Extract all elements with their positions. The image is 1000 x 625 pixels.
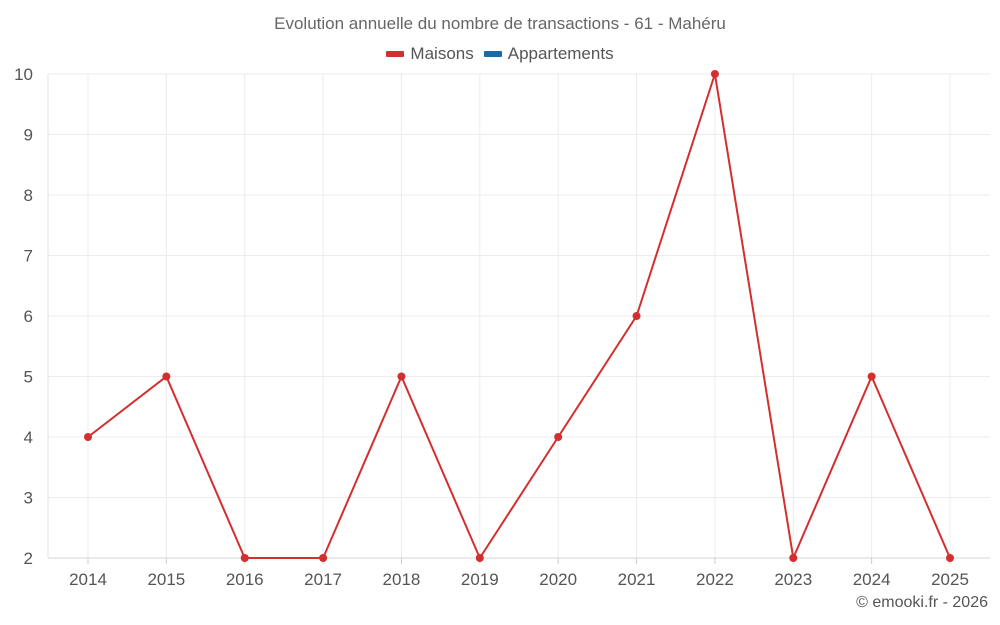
y-tick-label: 4 bbox=[24, 428, 33, 447]
y-tick-label: 8 bbox=[24, 186, 33, 205]
data-point-maisons[interactable] bbox=[554, 433, 563, 441]
x-tick-label: 2017 bbox=[304, 570, 342, 589]
y-tick-label: 9 bbox=[24, 126, 33, 145]
legend-swatch-maisons bbox=[386, 51, 405, 57]
y-tick-label: 10 bbox=[14, 65, 33, 84]
x-tick-label: 2019 bbox=[461, 570, 499, 589]
data-point-maisons[interactable] bbox=[710, 70, 719, 78]
data-point-maisons[interactable] bbox=[397, 372, 406, 381]
data-point-maisons[interactable] bbox=[632, 312, 641, 320]
legend-item-maisons[interactable]: Maisons bbox=[386, 44, 474, 64]
data-point-maisons[interactable] bbox=[475, 554, 484, 562]
x-tick-label: 2015 bbox=[147, 570, 185, 589]
legend: Maisons Appartements bbox=[0, 44, 1000, 64]
y-tick-label: 6 bbox=[24, 307, 33, 326]
data-point-maisons[interactable] bbox=[319, 554, 328, 562]
legend-label-appartements: Appartements bbox=[507, 44, 614, 63]
data-point-maisons[interactable] bbox=[162, 372, 171, 381]
x-tick-label: 2020 bbox=[539, 570, 577, 589]
y-tick-label: 3 bbox=[24, 489, 33, 508]
data-point-maisons[interactable] bbox=[946, 554, 954, 562]
y-tick-label: 7 bbox=[24, 247, 33, 266]
y-tick-label: 5 bbox=[24, 368, 33, 387]
x-tick-label: 2021 bbox=[618, 570, 656, 589]
data-point-maisons[interactable] bbox=[84, 433, 92, 441]
chart-title: Evolution annuelle du nombre de transact… bbox=[274, 14, 726, 33]
x-tick-label: 2018 bbox=[383, 570, 421, 589]
y-tick-label: 2 bbox=[24, 549, 33, 568]
legend-item-appartements[interactable]: Appartements bbox=[483, 44, 614, 64]
x-tick-label: 2023 bbox=[774, 570, 812, 589]
data-point-maisons[interactable] bbox=[789, 554, 798, 562]
data-point-maisons[interactable] bbox=[867, 372, 876, 381]
x-tick-label: 2014 bbox=[69, 570, 107, 589]
x-tick-label: 2024 bbox=[853, 570, 891, 589]
legend-label-maisons: Maisons bbox=[410, 44, 474, 63]
series-line-maisons bbox=[87, 73, 951, 559]
x-tick-label: 2025 bbox=[931, 570, 969, 589]
credit-text: © emooki.fr - 2026 bbox=[856, 594, 988, 611]
x-tick-label: 2016 bbox=[226, 570, 264, 589]
data-point-maisons[interactable] bbox=[240, 554, 249, 562]
legend-swatch-appartements bbox=[483, 51, 502, 57]
x-tick-label: 2022 bbox=[696, 570, 734, 589]
